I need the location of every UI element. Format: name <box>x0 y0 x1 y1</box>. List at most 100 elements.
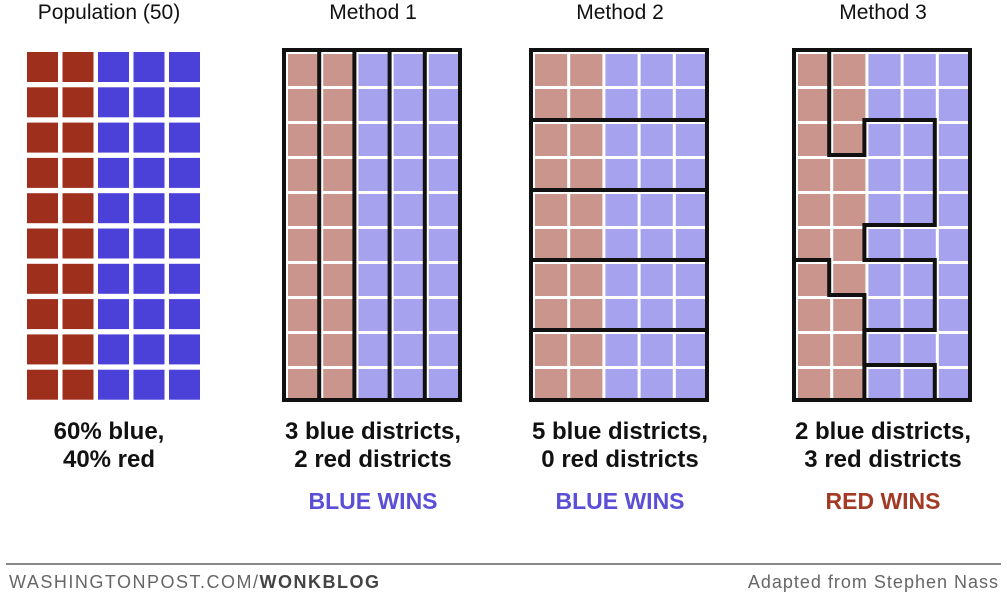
blue-voter-square <box>169 263 200 294</box>
blue-voter-cell <box>605 264 638 296</box>
blue-voter-cell <box>640 299 673 331</box>
blue-voter-cell <box>675 229 708 261</box>
blue-voter-cell <box>675 159 708 191</box>
blue-voter-cell <box>640 89 673 121</box>
blue-voter-cell <box>428 264 461 296</box>
red-voter-cell <box>535 229 568 261</box>
blue-voter-cell <box>393 229 426 261</box>
blue-voter-square <box>133 299 165 330</box>
red-voter-cell <box>535 369 568 401</box>
blue-voter-cell <box>393 89 426 121</box>
blue-voter-square <box>133 369 165 400</box>
red-voter-cell <box>323 334 356 366</box>
red-voter-cell <box>833 124 866 156</box>
state-outline <box>529 48 709 402</box>
blue-voter-square <box>133 228 165 259</box>
red-voter-square <box>27 87 58 118</box>
red-voter-cell <box>535 264 568 296</box>
red-voter-cell <box>833 89 866 121</box>
blue-voter-square <box>98 193 129 224</box>
red-voter-square <box>62 369 94 400</box>
red-voter-square <box>27 334 58 365</box>
red-voter-cell <box>288 89 321 121</box>
blue-voter-cell <box>868 194 901 226</box>
blue-voter-cell <box>428 299 461 331</box>
caption-line-2: 0 red districts <box>541 446 699 473</box>
source-domain: WASHINGTONPOST.COM/ <box>9 572 260 592</box>
red-voter-cell <box>798 264 831 296</box>
blue-voter-cell <box>605 159 638 191</box>
blue-voter-square <box>169 157 200 188</box>
red-voter-cell <box>323 194 356 226</box>
blue-voter-cell <box>675 334 708 366</box>
red-voter-square <box>27 228 58 259</box>
red-voter-square <box>27 263 58 294</box>
blue-voter-cell <box>675 369 708 401</box>
blue-voter-cell <box>868 54 901 86</box>
blue-voter-square <box>169 369 200 400</box>
source-credit: WASHINGTONPOST.COM/WONKBLOG <box>9 572 381 593</box>
red-voter-cell <box>798 229 831 261</box>
red-voter-cell <box>798 334 831 366</box>
blue-voter-cell <box>640 124 673 156</box>
red-voter-square <box>27 122 58 153</box>
red-voter-square <box>62 52 94 82</box>
blue-voter-cell <box>393 299 426 331</box>
blue-voter-cell <box>938 159 971 191</box>
blue-voter-cell <box>605 54 638 86</box>
red-voter-cell <box>833 334 866 366</box>
blue-voter-cell <box>868 159 901 191</box>
blue-voter-cell <box>868 369 901 401</box>
blue-voter-cell <box>428 89 461 121</box>
winner-label: RED WINS <box>825 488 941 514</box>
blue-voter-cell <box>903 159 936 191</box>
blue-voter-square <box>133 157 165 188</box>
blue-voter-cell <box>938 264 971 296</box>
red-voter-cell <box>833 159 866 191</box>
red-voter-square <box>62 228 94 259</box>
blue-voter-square <box>98 369 129 400</box>
red-voter-cell <box>288 299 321 331</box>
red-voter-cell <box>833 299 866 331</box>
red-voter-cell <box>535 89 568 121</box>
blue-voter-cell <box>903 89 936 121</box>
caption-line-1: 2 blue districts, <box>794 418 972 445</box>
blue-voter-square <box>133 193 165 224</box>
blue-voter-square <box>169 87 200 118</box>
blue-voter-cell <box>903 124 936 156</box>
red-voter-cell <box>323 369 356 401</box>
red-voter-cell <box>288 159 321 191</box>
population-grid <box>27 52 200 400</box>
blue-voter-cell <box>393 194 426 226</box>
blue-voter-square <box>98 228 129 259</box>
blue-voter-cell <box>903 264 936 296</box>
blue-voter-cell <box>393 334 426 366</box>
blue-voter-cell <box>605 299 638 331</box>
method1-grid <box>282 48 462 402</box>
blue-voter-cell <box>675 299 708 331</box>
source-blog: WONKBLOG <box>259 572 381 592</box>
blue-voter-square <box>133 334 165 365</box>
blue-voter-square <box>169 193 200 224</box>
blue-voter-cell <box>903 334 936 366</box>
red-voter-cell <box>535 334 568 366</box>
red-voter-cell <box>323 54 356 86</box>
blue-voter-cell <box>358 124 391 156</box>
blue-voter-cell <box>640 369 673 401</box>
blue-voter-square <box>169 299 200 330</box>
blue-voter-square <box>98 157 129 188</box>
red-voter-square <box>27 369 58 400</box>
red-voter-cell <box>535 194 568 226</box>
footer-divider <box>6 563 1001 565</box>
red-voter-cell <box>288 54 321 86</box>
blue-voter-cell <box>393 159 426 191</box>
blue-voter-cell <box>640 264 673 296</box>
blue-voter-cell <box>393 54 426 86</box>
blue-voter-cell <box>903 229 936 261</box>
blue-voter-cell <box>605 334 638 366</box>
blue-voter-cell <box>640 194 673 226</box>
red-voter-cell <box>323 299 356 331</box>
blue-voter-cell <box>868 89 901 121</box>
blue-voter-square <box>98 52 129 82</box>
red-voter-cell <box>570 299 603 331</box>
